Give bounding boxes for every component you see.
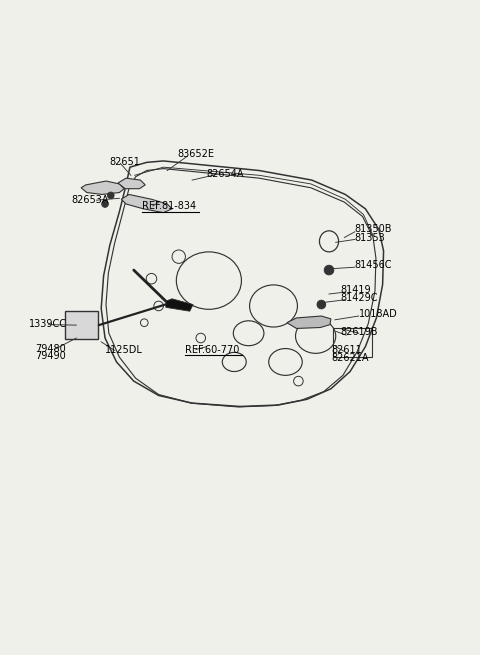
Text: 79480: 79480 (35, 344, 66, 354)
Text: 82611: 82611 (331, 345, 362, 356)
Circle shape (324, 265, 334, 275)
Text: 82651: 82651 (110, 157, 141, 168)
Text: 82619B: 82619B (340, 328, 378, 337)
Text: 79490: 79490 (35, 351, 66, 361)
FancyBboxPatch shape (65, 311, 98, 339)
Text: 82621A: 82621A (331, 353, 369, 363)
Polygon shape (118, 178, 145, 189)
Text: 1339CC: 1339CC (28, 319, 66, 329)
Text: 82654A: 82654A (206, 170, 244, 179)
Circle shape (102, 200, 108, 208)
Text: REF.81-834: REF.81-834 (142, 201, 196, 211)
Text: 1125DL: 1125DL (105, 345, 143, 356)
Text: 82653A: 82653A (72, 195, 109, 205)
Text: 81350B: 81350B (355, 224, 392, 234)
Polygon shape (166, 299, 193, 311)
Text: 81429C: 81429C (340, 293, 378, 303)
Text: REF.60-770: REF.60-770 (185, 345, 240, 354)
Text: 83652E: 83652E (178, 149, 215, 159)
Circle shape (317, 300, 325, 309)
Text: 1018AD: 1018AD (359, 309, 397, 319)
Text: 81353: 81353 (355, 233, 385, 242)
Text: 81456C: 81456C (355, 260, 392, 271)
Polygon shape (81, 181, 124, 195)
Text: 81419: 81419 (340, 285, 371, 295)
Polygon shape (287, 316, 331, 328)
Polygon shape (121, 195, 172, 213)
Circle shape (108, 192, 114, 198)
